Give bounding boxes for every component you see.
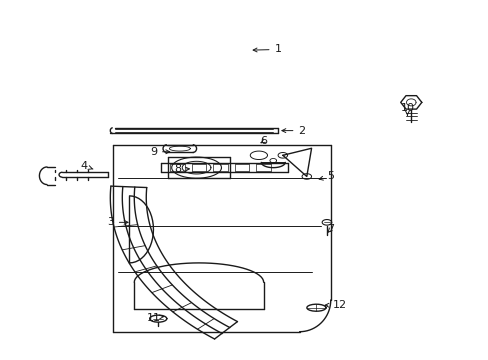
Text: 10: 10 — [400, 103, 414, 116]
Text: 3: 3 — [106, 217, 128, 227]
Text: 12: 12 — [325, 300, 346, 310]
Text: 8: 8 — [174, 165, 189, 174]
Text: 6: 6 — [260, 136, 266, 146]
Text: 1: 1 — [253, 45, 281, 54]
Text: 4: 4 — [80, 161, 93, 171]
Text: 11: 11 — [146, 312, 163, 323]
Text: 7: 7 — [326, 224, 334, 234]
Text: 2: 2 — [282, 126, 305, 136]
Text: 5: 5 — [319, 171, 334, 181]
Text: 9: 9 — [150, 147, 169, 157]
